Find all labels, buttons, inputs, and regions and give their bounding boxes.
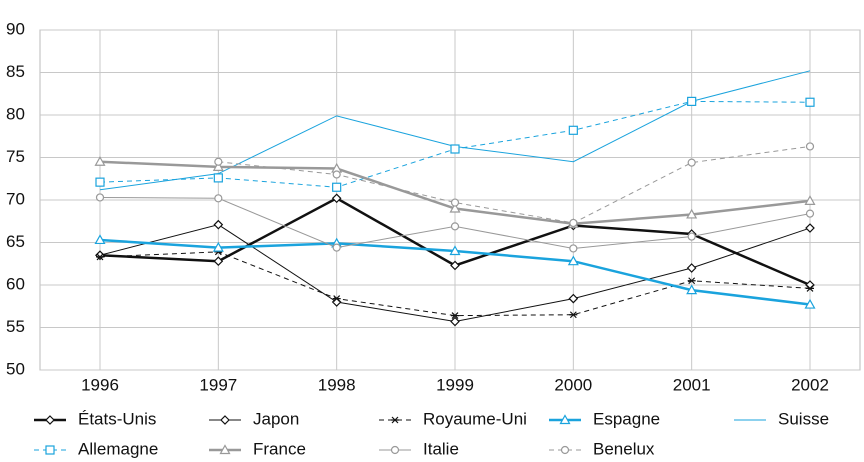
- marker: [687, 232, 696, 241]
- marker: [450, 260, 460, 271]
- marker: [332, 243, 341, 252]
- marker: [95, 177, 105, 187]
- y-tick-label: 50: [6, 359, 25, 378]
- marker: [804, 298, 816, 309]
- legend-item: Allemagne: [34, 439, 158, 458]
- legend-item: Italie: [379, 439, 459, 458]
- legend-item: Japon: [209, 409, 299, 428]
- marker: [212, 161, 224, 171]
- legend-item: France: [209, 439, 306, 458]
- marker: [450, 198, 460, 207]
- marker: [332, 170, 341, 179]
- x-tick-label: 1996: [81, 375, 119, 394]
- marker: [805, 223, 815, 233]
- y-tick-label: 60: [6, 274, 25, 293]
- legend-item: Suisse: [734, 409, 829, 428]
- marker: [214, 157, 223, 166]
- y-tick-label: 80: [6, 104, 25, 123]
- legend-label: Benelux: [593, 439, 655, 458]
- series: [214, 142, 815, 228]
- legend-item: États-Unis: [34, 409, 156, 428]
- marker: [568, 293, 579, 304]
- marker: [805, 142, 815, 151]
- marker: [686, 284, 698, 295]
- legend-label: Suisse: [778, 409, 829, 428]
- marker: [213, 219, 224, 230]
- marker: [805, 209, 815, 218]
- marker: [450, 222, 460, 231]
- marker: [450, 144, 460, 154]
- x-tick-label: 2000: [554, 375, 592, 394]
- marker: [391, 416, 399, 424]
- marker: [569, 311, 578, 319]
- series: [94, 234, 816, 309]
- legend-label: États-Unis: [78, 409, 156, 428]
- marker: [95, 193, 105, 202]
- marker: [804, 195, 816, 205]
- marker: [567, 255, 579, 266]
- marker: [213, 173, 223, 183]
- marker: [687, 158, 696, 167]
- legend-label: France: [253, 439, 306, 458]
- marker: [569, 244, 578, 253]
- x-tick-label: 2002: [791, 375, 829, 394]
- marker: [686, 263, 697, 273]
- marker: [686, 208, 698, 219]
- legend-label: Espagne: [593, 409, 660, 428]
- marker: [95, 250, 105, 261]
- x-tick-label: 1998: [318, 375, 356, 394]
- y-tick-label: 85: [6, 62, 25, 81]
- y-tick-label: 65: [6, 232, 25, 251]
- marker: [96, 253, 104, 261]
- marker: [449, 245, 461, 256]
- marker: [450, 316, 460, 327]
- marker: [331, 193, 342, 204]
- y-tick-label: 55: [6, 317, 25, 336]
- legend-label: Italie: [423, 439, 459, 458]
- legend-label: Allemagne: [78, 439, 158, 458]
- marker: [219, 444, 231, 455]
- marker: [568, 125, 578, 135]
- series: [95, 96, 815, 192]
- y-tick-label: 90: [6, 19, 25, 38]
- marker: [212, 241, 224, 252]
- marker: [45, 415, 55, 425]
- marker: [332, 182, 342, 192]
- marker: [220, 415, 230, 425]
- marker: [559, 414, 571, 425]
- marker: [449, 202, 461, 213]
- legend-label: Royaume-Uni: [423, 409, 527, 428]
- x-tick-label: 2001: [673, 375, 711, 394]
- series: [95, 193, 815, 253]
- marker: [214, 194, 223, 203]
- x-tick-label: 1997: [199, 375, 237, 394]
- marker: [806, 284, 814, 292]
- marker: [560, 445, 570, 455]
- series-line: [218, 145, 811, 224]
- marker: [213, 256, 224, 267]
- marker: [94, 156, 106, 166]
- legend-item: Royaume-Uni: [379, 409, 527, 428]
- marker: [94, 234, 106, 245]
- marker: [45, 445, 55, 455]
- y-tick-label: 70: [6, 189, 25, 208]
- marker: [805, 97, 815, 107]
- legend-item: Espagne: [549, 409, 660, 428]
- marker: [451, 312, 459, 320]
- marker: [332, 295, 341, 303]
- legend-item: Benelux: [549, 439, 655, 458]
- marker: [687, 96, 697, 107]
- marker: [390, 445, 400, 455]
- legend-label: Japon: [253, 409, 299, 428]
- x-tick-label: 1999: [436, 375, 474, 394]
- marker: [687, 277, 696, 285]
- y-tick-label: 75: [6, 147, 25, 166]
- marker: [569, 218, 578, 228]
